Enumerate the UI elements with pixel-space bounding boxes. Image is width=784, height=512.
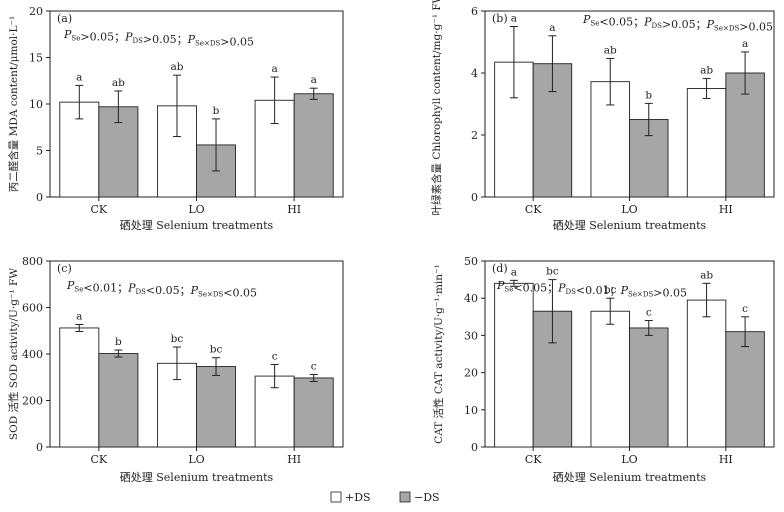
stats-annotation: PSe<0.05；PDS>0.05；PSe×DS>0.05 <box>582 13 773 34</box>
legend-swatch-minus-ds <box>399 491 411 503</box>
y-tick-label: 400 <box>22 348 43 361</box>
y-tick-label: 800 <box>22 255 43 268</box>
x-tick-label: LO <box>188 203 204 216</box>
bar-plus-ds-hi <box>686 299 727 448</box>
significance-letter: bc <box>546 266 559 278</box>
bar-minus-ds-lo <box>629 327 669 448</box>
y-tick-label: 2 <box>471 129 478 142</box>
y-tick-label: 15 <box>29 52 43 65</box>
bar-minus-ds-hi <box>293 93 334 198</box>
y-tick-label: 5 <box>36 145 43 158</box>
y-tick-label: 20 <box>464 367 478 380</box>
x-tick-label: HI <box>719 203 733 216</box>
significance-letter: ab <box>170 61 183 73</box>
y-tick-label: 0 <box>36 441 43 454</box>
y-axis-label: SOD 活性 SOD activity/U·g⁻¹ FW <box>7 268 20 440</box>
bar-minus-ds-ck <box>532 310 573 448</box>
stats-annotation: PSe<0.01；PDS<0.05；PSe×DS<0.05 <box>66 279 257 300</box>
legend-label-minus-ds: −DS <box>414 491 440 504</box>
y-axis-label: 丙二醛含量 MDA content/μmol·L⁻¹ <box>7 16 20 192</box>
significance-letter: b <box>115 336 122 348</box>
bar-minus-ds-hi <box>725 331 765 448</box>
x-tick-label: CK <box>91 203 108 216</box>
y-tick-label: 200 <box>22 395 43 408</box>
bar-plus-ds-lo <box>590 310 630 448</box>
legend-label-plus-ds: +DS <box>345 491 371 504</box>
x-axis-label: 硒处理 Selenium treatments <box>120 471 274 484</box>
y-tick-label: 0 <box>471 441 478 454</box>
y-tick-label: 6 <box>471 5 478 18</box>
x-axis-label: 硒处理 Selenium treatments <box>553 471 707 484</box>
significance-letter: bc <box>171 333 184 345</box>
significance-letter: b <box>645 89 652 101</box>
significance-letter: a <box>511 13 517 25</box>
panel-label: (b) <box>492 12 508 25</box>
y-tick-label: 600 <box>22 302 43 315</box>
x-tick-label: CK <box>525 203 542 216</box>
panel-label: (a) <box>57 12 72 25</box>
significance-letter: ab <box>604 44 617 56</box>
x-tick-label: HI <box>287 453 301 466</box>
significance-letter: a <box>742 38 748 50</box>
significance-letter: c <box>311 360 317 372</box>
y-tick-label: 40 <box>464 292 478 305</box>
y-tick-label: 0 <box>471 191 478 204</box>
significance-letter: a <box>76 71 82 83</box>
significance-letter: ab <box>700 65 713 77</box>
significance-letter: a <box>311 74 317 86</box>
significance-letter: bc <box>210 344 223 356</box>
x-tick-label: LO <box>188 453 204 466</box>
x-tick-label: LO <box>621 203 637 216</box>
panel-label: (d) <box>492 262 508 275</box>
panel-label: (c) <box>57 262 72 275</box>
stats-annotation: PSe>0.05；PDS>0.05；PSe×DS>0.05 <box>63 28 254 49</box>
legend: +DS −DS <box>330 491 440 504</box>
x-tick-label: HI <box>287 203 301 216</box>
significance-letter: bc <box>604 284 617 296</box>
bar-minus-ds-hi <box>293 377 334 448</box>
x-tick-label: LO <box>621 453 637 466</box>
y-tick-label: 0 <box>36 191 43 204</box>
bar-plus-ds-hi <box>686 88 727 198</box>
y-axis-label: 叶绿素含量 Chlorophyll content/mg·g⁻¹ FW <box>430 0 443 215</box>
bar-plus-ds-ck <box>59 327 100 448</box>
significance-letter: c <box>272 350 278 362</box>
significance-letter: a <box>549 22 555 34</box>
stats-annotation: PSe<0.05；PDS<0.01；PSe×DS>0.05 <box>496 279 687 300</box>
chart-panel-c: 0 200 400 600 800 CK a b LO bc bc HI c c (c) PSe<0.01；P… <box>7 255 344 484</box>
significance-letter: ab <box>700 269 713 281</box>
y-axis-label: CAT 活性 CAT activity/U·g⁻¹·min⁻¹ <box>432 264 445 444</box>
significance-letter: ab <box>112 77 125 89</box>
legend-swatch-plus-ds <box>330 491 342 503</box>
y-tick-label: 10 <box>29 98 43 111</box>
y-tick-label: 30 <box>464 329 478 342</box>
bar-minus-ds-lo <box>196 366 237 448</box>
y-tick-label: 20 <box>29 5 43 18</box>
significance-letter: b <box>213 105 220 117</box>
x-axis-label: 硒处理 Selenium treatments <box>553 219 707 232</box>
bar-minus-ds-ck <box>98 353 139 448</box>
significance-letter: a <box>272 63 278 75</box>
x-tick-label: CK <box>91 453 108 466</box>
significance-letter: a <box>76 310 82 322</box>
x-tick-label: HI <box>719 453 733 466</box>
x-axis-label: 硒处理 Selenium treatments <box>120 219 274 232</box>
y-tick-label: 10 <box>464 404 478 417</box>
significance-letter: c <box>646 307 652 319</box>
y-tick-label: 4 <box>471 67 478 80</box>
significance-letter: c <box>742 303 748 315</box>
chart-panel-a: 0 5 10 15 20 CK a ab LO ab b HI a a (a) PSe>0.05；PDS>0.… <box>7 5 344 232</box>
bar-plus-ds-ck <box>494 282 534 448</box>
x-tick-label: CK <box>525 453 542 466</box>
significance-letter: a <box>511 266 517 278</box>
y-tick-label: 50 <box>464 255 478 268</box>
